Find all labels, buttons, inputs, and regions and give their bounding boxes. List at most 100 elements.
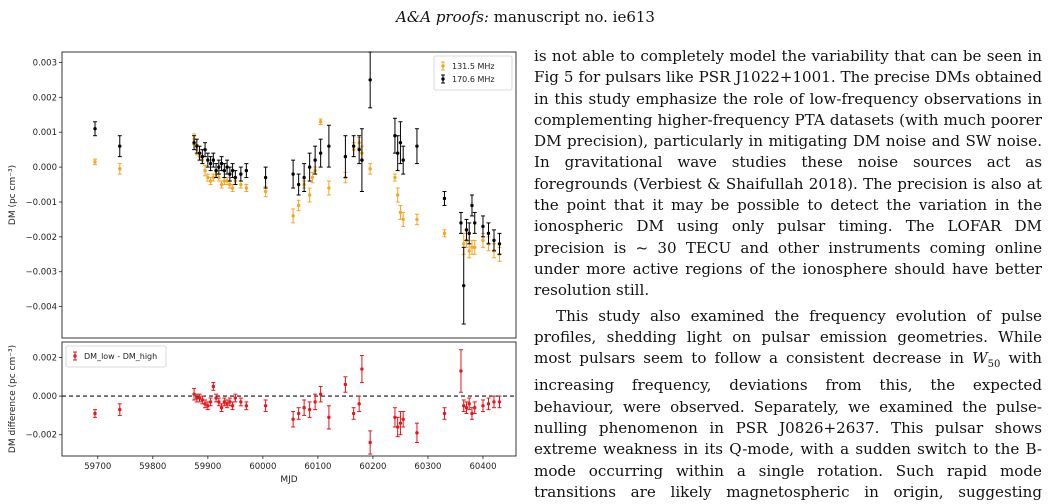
data-point-0-1-47 (491, 229, 496, 252)
data-point-0-0-34 (392, 173, 397, 182)
w50-subscript: 50 (987, 359, 1001, 371)
marker (208, 400, 213, 404)
marker (206, 404, 210, 408)
legend-marker-dot-0 (441, 64, 445, 68)
data-point-1-0-36 (401, 411, 406, 428)
marker (343, 382, 348, 387)
marker (291, 417, 295, 421)
marker (192, 140, 196, 145)
marker (211, 158, 216, 162)
data-point-0-1-22 (296, 173, 301, 196)
data-point-0-1-13 (222, 163, 227, 179)
marker (192, 392, 196, 396)
marker (244, 404, 249, 408)
data-point-1-0-46 (486, 397, 491, 411)
marker (217, 175, 221, 180)
marker (206, 158, 210, 162)
data-point-0-1-10 (214, 163, 219, 179)
marker (393, 175, 397, 180)
y-tick-label-0-4: −0.001 (26, 198, 57, 208)
data-point-0-1-43 (469, 194, 474, 217)
data-point-0-1-9 (211, 152, 216, 168)
legend-box (65, 345, 167, 368)
marker (233, 396, 238, 400)
data-point-0-1-29 (351, 135, 356, 158)
data-point-1-0-34 (395, 416, 400, 438)
data-point-1-0-22 (296, 407, 301, 420)
data-point-0-1-11 (216, 159, 221, 175)
data-point-1-0-35 (398, 411, 403, 436)
data-point-1-0-29 (351, 407, 356, 420)
marker (219, 182, 224, 187)
marker (464, 228, 469, 232)
y-tick-label-1-2: −0.002 (26, 431, 57, 441)
data-point-0-0-21 (291, 208, 296, 224)
data-point-0-0-44 (472, 239, 477, 255)
data-point-1-0-4 (197, 393, 202, 403)
marker (263, 404, 268, 408)
data-point-0-0-8 (208, 177, 213, 186)
marker (197, 396, 202, 400)
data-point-0-0-0 (93, 158, 98, 166)
marker (195, 396, 199, 400)
data-point-1-0-1 (117, 403, 122, 416)
marker (313, 400, 317, 404)
y-tick-label-0-3: 0.000 (33, 163, 57, 173)
data-point-1-0-40 (461, 399, 466, 413)
marker (327, 415, 331, 420)
marker (228, 400, 232, 404)
data-point-1-0-38 (442, 407, 447, 420)
data-point-0-1-36 (401, 145, 406, 175)
data-point-1-0-12 (219, 403, 224, 413)
w50-symbol: W (972, 349, 988, 368)
marker (368, 78, 372, 82)
marker (360, 367, 364, 371)
marker (225, 179, 229, 183)
x-tick-label-7: 60400 (469, 462, 496, 472)
plot-area-0 (61, 51, 517, 339)
manuscript-number: manuscript no. ie613 (488, 8, 655, 26)
legend-label-0: DM_low - DM_high (84, 352, 157, 361)
marker (307, 165, 312, 169)
marker (486, 402, 491, 406)
marker (473, 245, 477, 250)
legend-marker-dot-0 (73, 354, 77, 358)
legend-box (433, 55, 513, 91)
marker (393, 134, 397, 138)
marker (211, 384, 216, 389)
data-point-1-0-42 (467, 397, 472, 411)
x-tick-label-6: 60300 (414, 462, 441, 472)
data-point-0-1-6 (203, 142, 208, 158)
marker (208, 179, 213, 183)
data-point-0-1-0 (93, 121, 98, 137)
data-point-1-0-16 (230, 401, 235, 411)
running-head: A&A proofs: manuscript no. ie613 (0, 8, 1051, 26)
marker (357, 147, 361, 152)
dm-difference-panel: 0.002 0.000 −0.002 DM difference (pc cm⁻³) 5… (8, 341, 517, 485)
marker (398, 210, 403, 215)
marker (401, 217, 405, 222)
marker (401, 158, 405, 162)
marker (318, 392, 323, 396)
marker (351, 411, 356, 416)
marker (230, 168, 235, 173)
marker (118, 167, 122, 171)
data-point-1-0-5 (200, 395, 205, 405)
marker (118, 144, 122, 148)
marker (296, 411, 301, 416)
data-point-0-1-21 (291, 159, 296, 189)
marker (327, 144, 331, 148)
marker (200, 154, 205, 159)
marker (307, 193, 312, 197)
y-tick-label-0-1: 0.002 (33, 93, 57, 103)
marker (244, 168, 249, 173)
marker (208, 161, 213, 166)
data-point-1-0-26 (318, 385, 323, 403)
marker (486, 231, 491, 236)
data-point-1-0-39 (458, 349, 463, 393)
marker (459, 221, 463, 225)
marker (219, 405, 224, 410)
data-point-1-0-27 (326, 405, 331, 430)
marker (302, 175, 306, 180)
data-point-0-1-42 (467, 222, 472, 245)
